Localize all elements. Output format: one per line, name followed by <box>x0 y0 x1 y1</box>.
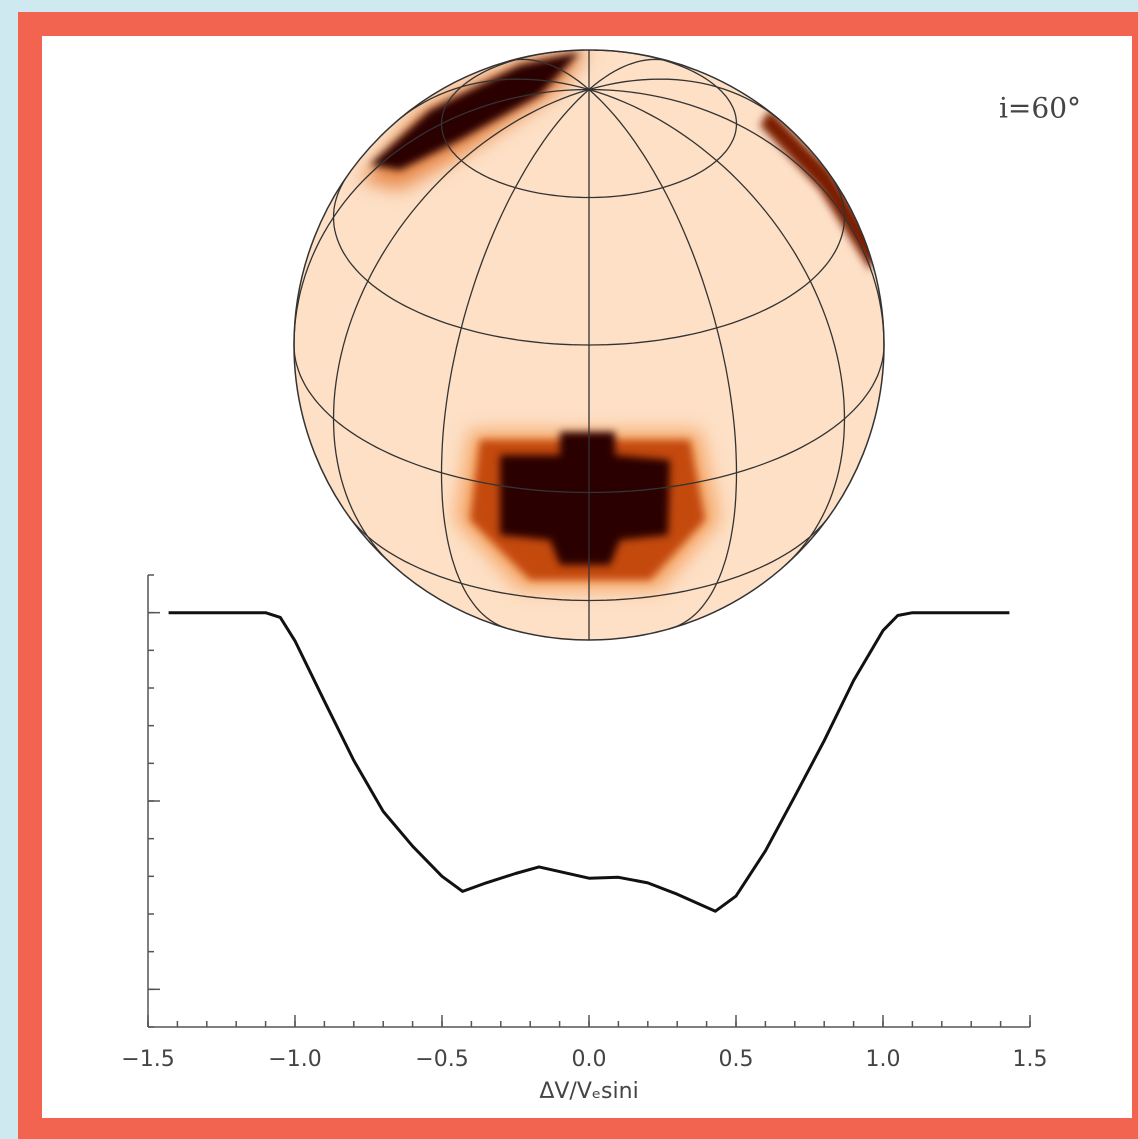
x-axis-label: ΔV/Vₑsini <box>539 1079 638 1104</box>
profile-line <box>169 613 1010 912</box>
x-tick-label: 1.5 <box>1013 1047 1048 1072</box>
x-tick-label: −1.0 <box>268 1047 321 1072</box>
x-tick-label: 1.0 <box>866 1047 901 1072</box>
chart: i=60° ΔV/Vₑsini −1.5 −1.0 −0.5 0.0 0.5 1.0 1.5 <box>0 0 1138 1139</box>
x-tick-label: −0.5 <box>415 1047 468 1072</box>
x-tick-label: 0.0 <box>572 1047 607 1072</box>
x-tick-label: −1.5 <box>121 1047 174 1072</box>
x-tick-label: 0.5 <box>719 1047 754 1072</box>
inclination-label: i=60° <box>999 92 1081 125</box>
star <box>294 48 884 640</box>
